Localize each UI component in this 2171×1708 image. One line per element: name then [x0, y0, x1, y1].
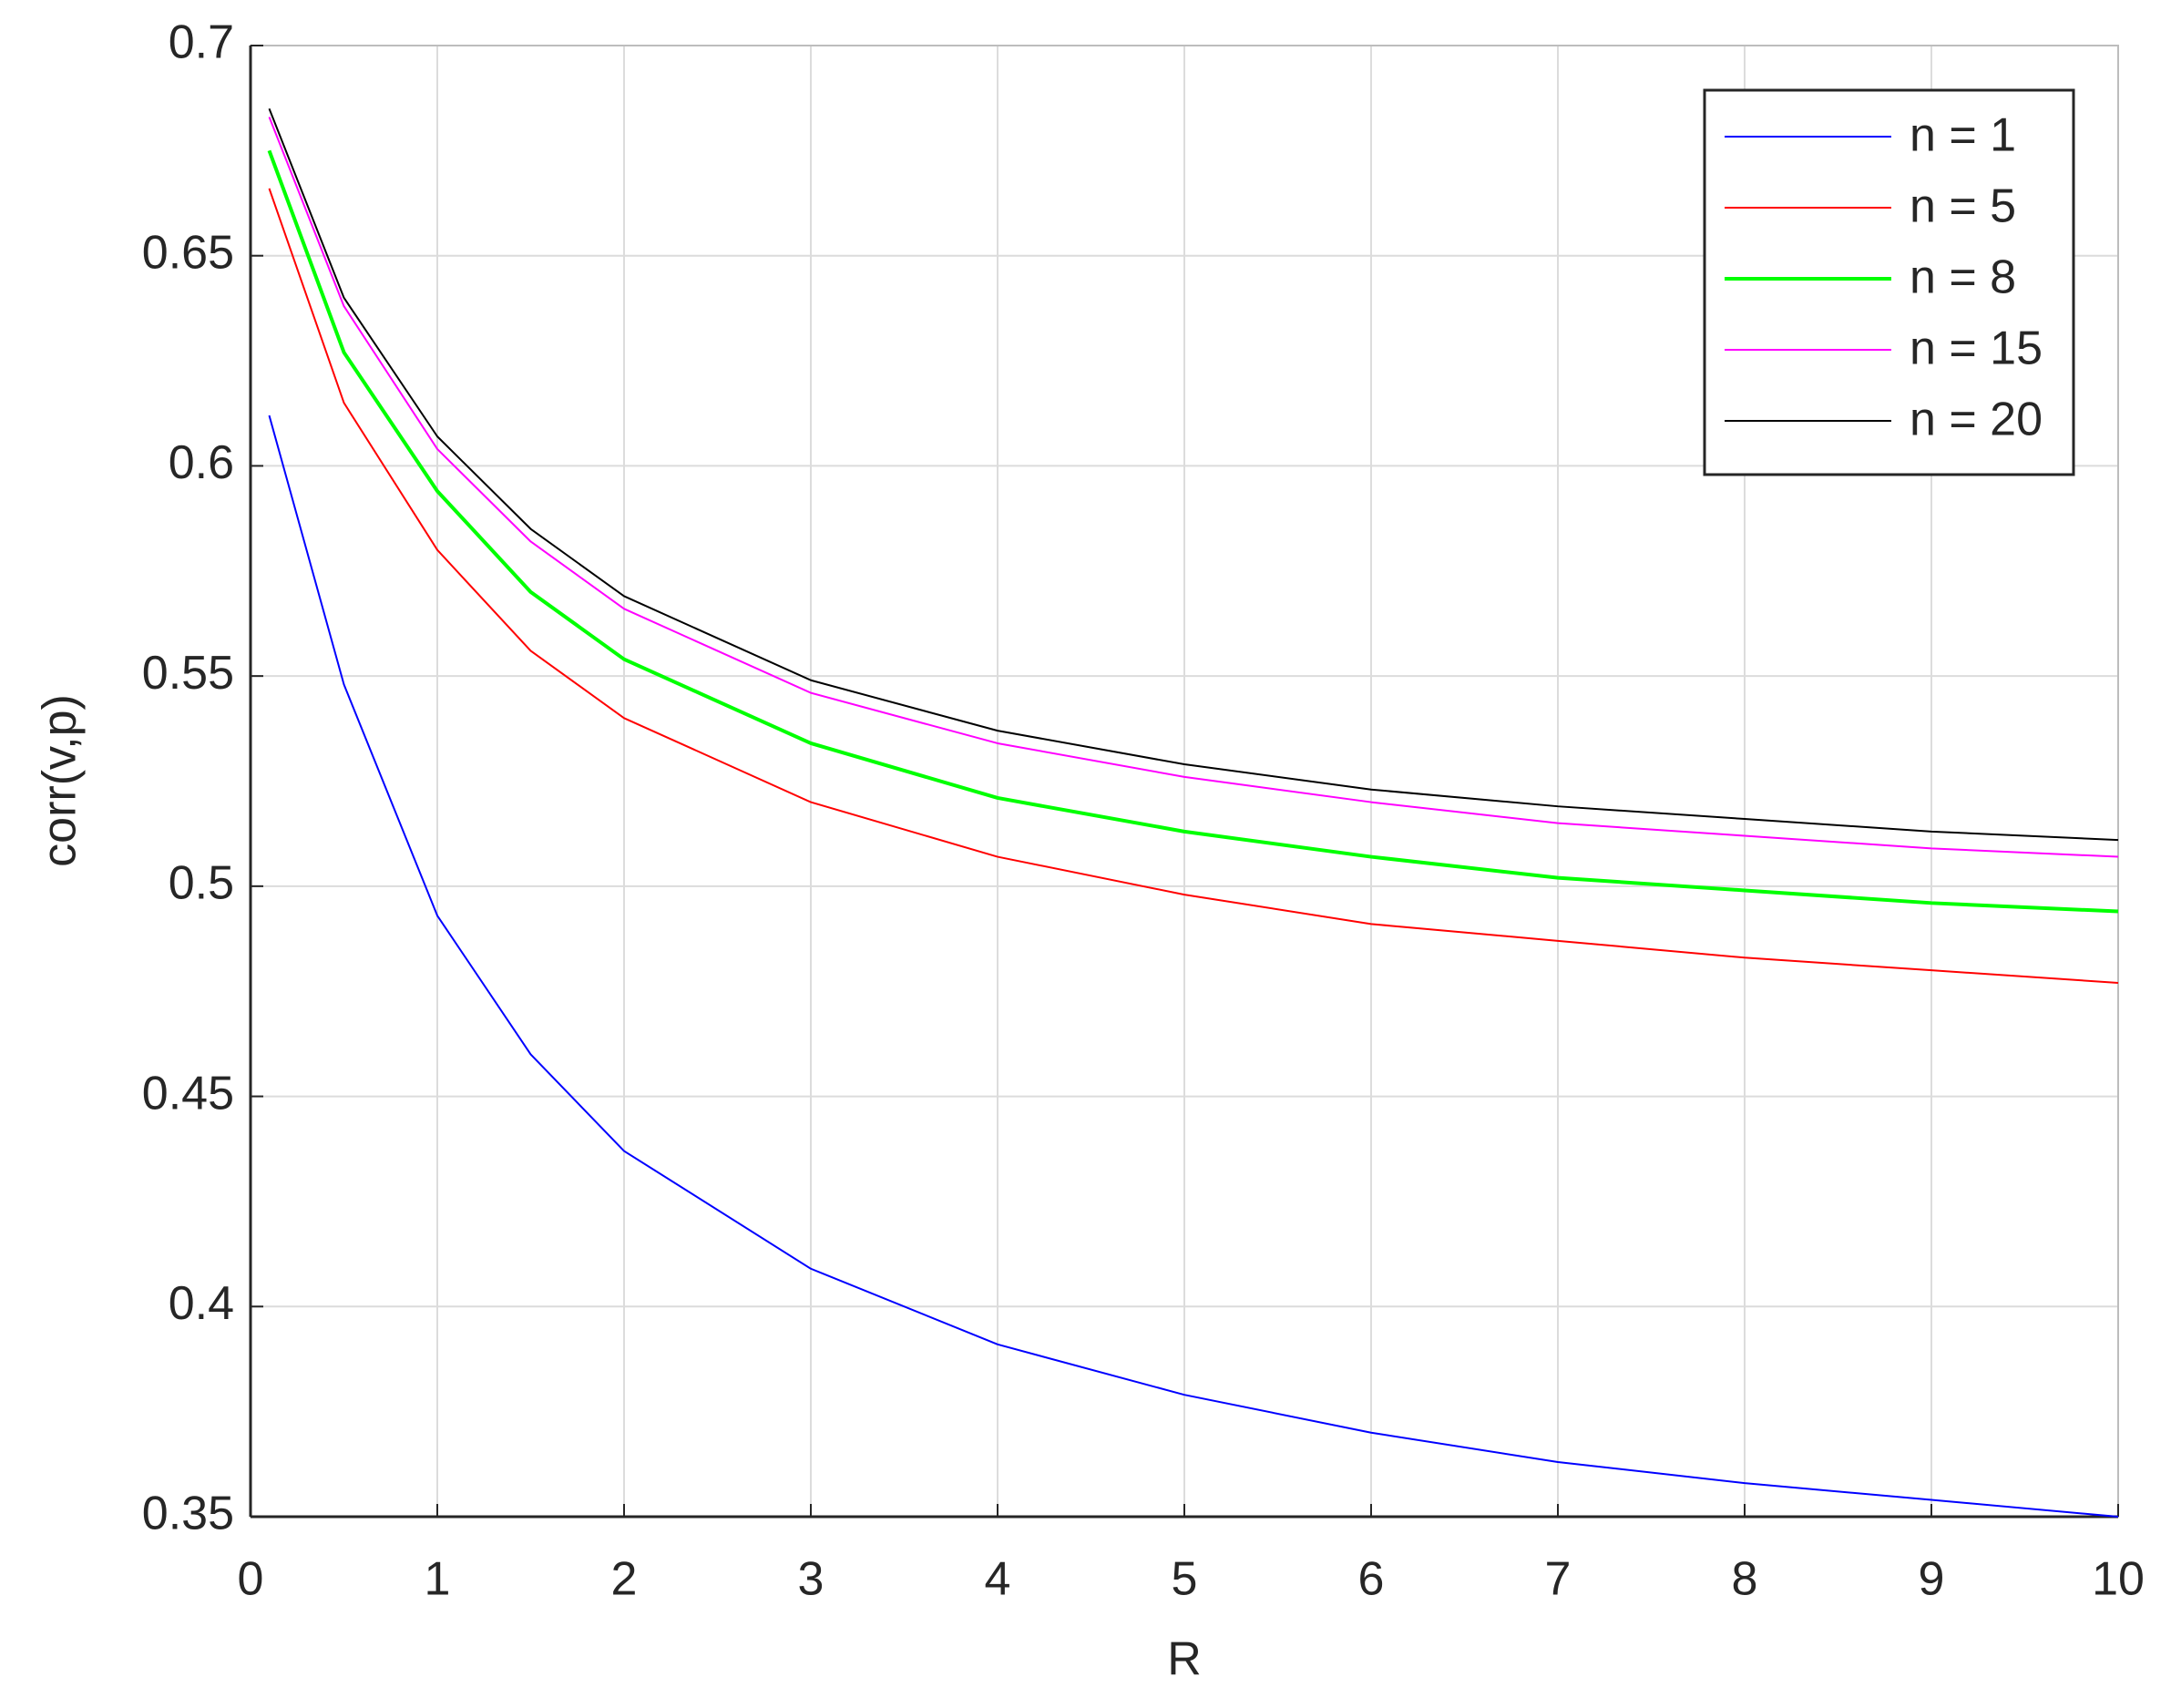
y-tick-label: 0.55	[142, 647, 234, 700]
y-tick-label: 0.35	[142, 1488, 234, 1540]
x-tick-label: 2	[611, 1553, 638, 1606]
x-tick-label: 9	[1919, 1553, 1945, 1606]
x-tick-label: 0	[238, 1553, 264, 1606]
y-axis-label: corr(v,p)	[34, 694, 87, 867]
x-tick-label: 7	[1545, 1553, 1572, 1606]
legend-label: n = 15	[1910, 322, 2043, 375]
y-tick-label: 0.6	[169, 436, 234, 489]
y-tick-label: 0.5	[169, 857, 234, 910]
y-tick-label: 0.65	[142, 226, 234, 279]
legend-label: n = 1	[1910, 109, 2016, 162]
x-tick-label: 10	[2092, 1553, 2145, 1606]
y-tick-label: 0.4	[169, 1277, 234, 1330]
series-line	[268, 188, 2119, 984]
y-tick-label: 0.45	[142, 1067, 234, 1120]
legend-box	[1703, 88, 2075, 476]
series-line	[268, 117, 2119, 858]
legend-label: n = 20	[1910, 394, 2043, 446]
series-line	[268, 414, 2119, 1518]
x-tick-label: 8	[1732, 1553, 1758, 1606]
x-tick-label: 5	[1172, 1553, 1198, 1606]
legend-label: n = 5	[1910, 180, 2016, 233]
x-tick-label: 3	[798, 1553, 824, 1606]
x-tick-label: 6	[1358, 1553, 1385, 1606]
x-axis-label: R	[1167, 1633, 1202, 1686]
x-tick-label: 1	[425, 1553, 451, 1606]
series-line	[268, 107, 2119, 842]
series-line	[267, 149, 2119, 914]
legend-label: n = 8	[1910, 251, 2016, 304]
x-tick-label: 4	[985, 1553, 1011, 1606]
y-tick-label: 0.7	[169, 16, 234, 69]
